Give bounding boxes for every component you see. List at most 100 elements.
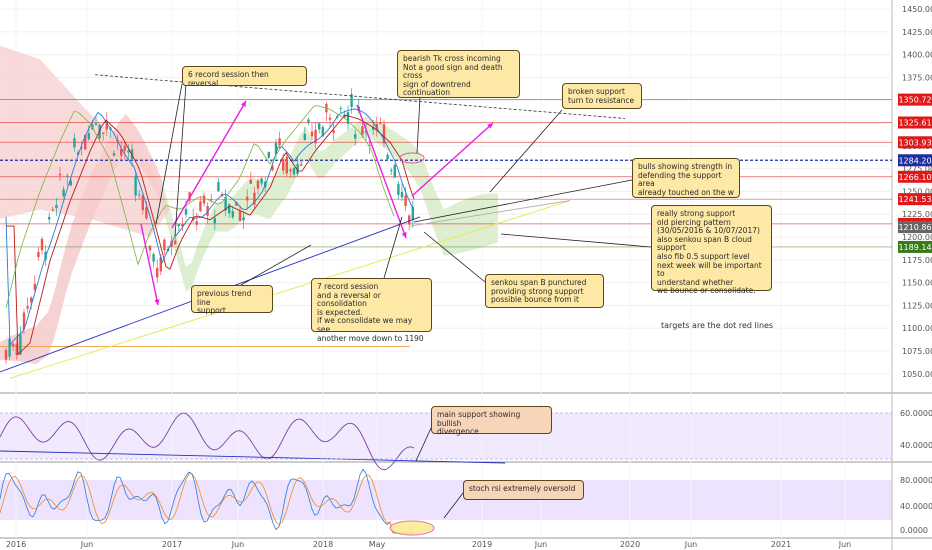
cloud-segment bbox=[486, 193, 492, 247]
price-tick-label: 1425.00 bbox=[902, 28, 932, 37]
candle-body bbox=[231, 211, 234, 218]
price-tick-label: 1375.00 bbox=[902, 73, 932, 82]
cloud-segment bbox=[330, 138, 336, 170]
price-label-text: 1325.61 bbox=[898, 119, 931, 128]
cloud-segment bbox=[234, 188, 240, 228]
candle-body bbox=[256, 180, 260, 189]
cloud-segment bbox=[54, 269, 60, 339]
time-tick-label: 2021 bbox=[771, 540, 791, 549]
price-tick-label: 1200.00 bbox=[902, 233, 932, 242]
cloud-segment bbox=[426, 166, 432, 225]
candle-body bbox=[15, 343, 18, 356]
candle-body bbox=[102, 132, 105, 134]
targets-text: targets are the dot red lines bbox=[661, 321, 774, 330]
candle-body bbox=[51, 209, 54, 211]
price-tick-label: 1125.00 bbox=[902, 301, 932, 310]
note-7-record-session: 7 record session and a reversal or conso… bbox=[311, 278, 432, 342]
candle-body bbox=[393, 164, 396, 178]
cloud-segment bbox=[390, 128, 396, 158]
candle-body bbox=[94, 123, 98, 125]
time-tick-label: 2017 bbox=[162, 540, 182, 549]
tenkan-line bbox=[5, 108, 415, 347]
cloud-segment bbox=[348, 125, 354, 152]
note-pointer bbox=[383, 216, 403, 279]
stoch-rsi-panel bbox=[0, 468, 414, 534]
price-tick-label: 1075.00 bbox=[902, 347, 932, 356]
note-pointer bbox=[500, 233, 652, 248]
price-label-text: 1266.10 bbox=[898, 173, 931, 182]
candle-body bbox=[267, 152, 270, 158]
candle-body bbox=[55, 205, 58, 209]
arrow-down-2018 bbox=[356, 104, 407, 239]
cloud-segment bbox=[456, 200, 462, 254]
price-tick-label: 1250.00 bbox=[902, 187, 932, 196]
rsi-tick-label: 40.0000 bbox=[900, 441, 932, 450]
candle-body bbox=[87, 133, 90, 140]
note-stoch-oversold: stoch rsi extremely oversold bbox=[463, 480, 584, 500]
cloud-segment bbox=[342, 129, 348, 157]
candle-body bbox=[210, 199, 213, 201]
candle-body bbox=[292, 167, 296, 175]
candle-body bbox=[397, 184, 400, 195]
stoch-tick-label: 40.0000 bbox=[900, 502, 932, 511]
candle-body bbox=[379, 122, 382, 125]
candle-body bbox=[400, 192, 404, 198]
price-tick-label: 1450.00 bbox=[902, 5, 932, 14]
price-tick-label: 1050.00 bbox=[902, 370, 932, 379]
trendline-dashed-top bbox=[94, 74, 626, 119]
note-really-strong-support: really strong support old piercing patte… bbox=[651, 205, 772, 295]
candle-body bbox=[404, 195, 407, 206]
time-tick-label: May bbox=[369, 540, 386, 549]
candle-body bbox=[30, 297, 33, 303]
candle-body bbox=[386, 154, 389, 160]
candle-body bbox=[76, 152, 80, 155]
cloud-segment bbox=[462, 198, 468, 253]
note-previous-trendline: previous trend line support bbox=[191, 285, 273, 315]
candle-body bbox=[332, 130, 335, 133]
candle-body bbox=[238, 210, 242, 221]
note-pointer bbox=[423, 231, 486, 283]
cloud-segment bbox=[204, 214, 210, 255]
cloud-segment bbox=[192, 243, 198, 287]
candle-body bbox=[318, 123, 321, 130]
cloud-segment bbox=[198, 228, 204, 270]
candle-body bbox=[120, 148, 123, 156]
trendline-grey bbox=[409, 200, 571, 227]
price-label-text: 1210.86 bbox=[898, 223, 931, 232]
candle-body bbox=[328, 117, 332, 120]
candle-body bbox=[148, 245, 152, 251]
price-tick-label: 1175.00 bbox=[902, 256, 932, 265]
cloud-segment bbox=[420, 152, 426, 206]
candle-body bbox=[12, 343, 15, 347]
candle-body bbox=[271, 165, 274, 171]
note-pointer bbox=[415, 427, 432, 462]
drawings bbox=[0, 74, 652, 536]
price-labels: 1350.72 1325.61 1303.93 1284.20 1266.10 1241.… bbox=[898, 93, 932, 253]
candle-body bbox=[235, 202, 238, 206]
candle-body bbox=[282, 158, 285, 171]
candle-body bbox=[300, 164, 303, 166]
price-label-text: 1303.93 bbox=[898, 138, 931, 147]
trendline-yellow bbox=[9, 200, 571, 379]
price-tick-label: 1150.00 bbox=[902, 279, 932, 288]
price-label-bg bbox=[898, 240, 932, 253]
candle-body bbox=[22, 312, 26, 330]
candle-body bbox=[217, 182, 220, 192]
stoch-oversold-circle bbox=[389, 520, 435, 536]
cloud-segment bbox=[66, 224, 72, 294]
candle-body bbox=[159, 257, 162, 272]
note-bearish-tk-cross: bearish Tk cross incoming Not a good sig… bbox=[397, 50, 520, 98]
cloud-segment bbox=[48, 293, 54, 356]
price-label-bg bbox=[898, 93, 932, 106]
candle-body bbox=[303, 133, 306, 140]
candle-body bbox=[66, 175, 69, 177]
arrow-up-2019-head bbox=[487, 123, 493, 129]
stoch-tick-label: 0.0000 bbox=[900, 526, 928, 535]
time-axis: 2016 Jun 2017 Jun 2018 May 2019 Jun 2020 Jun 2021 J… bbox=[6, 540, 851, 549]
note-pointer bbox=[489, 109, 563, 193]
cloud-segment bbox=[60, 245, 66, 316]
candle-body bbox=[213, 218, 216, 224]
candle-body bbox=[156, 267, 159, 278]
stoch-d-line bbox=[0, 473, 414, 534]
price-label-bg bbox=[898, 221, 932, 234]
